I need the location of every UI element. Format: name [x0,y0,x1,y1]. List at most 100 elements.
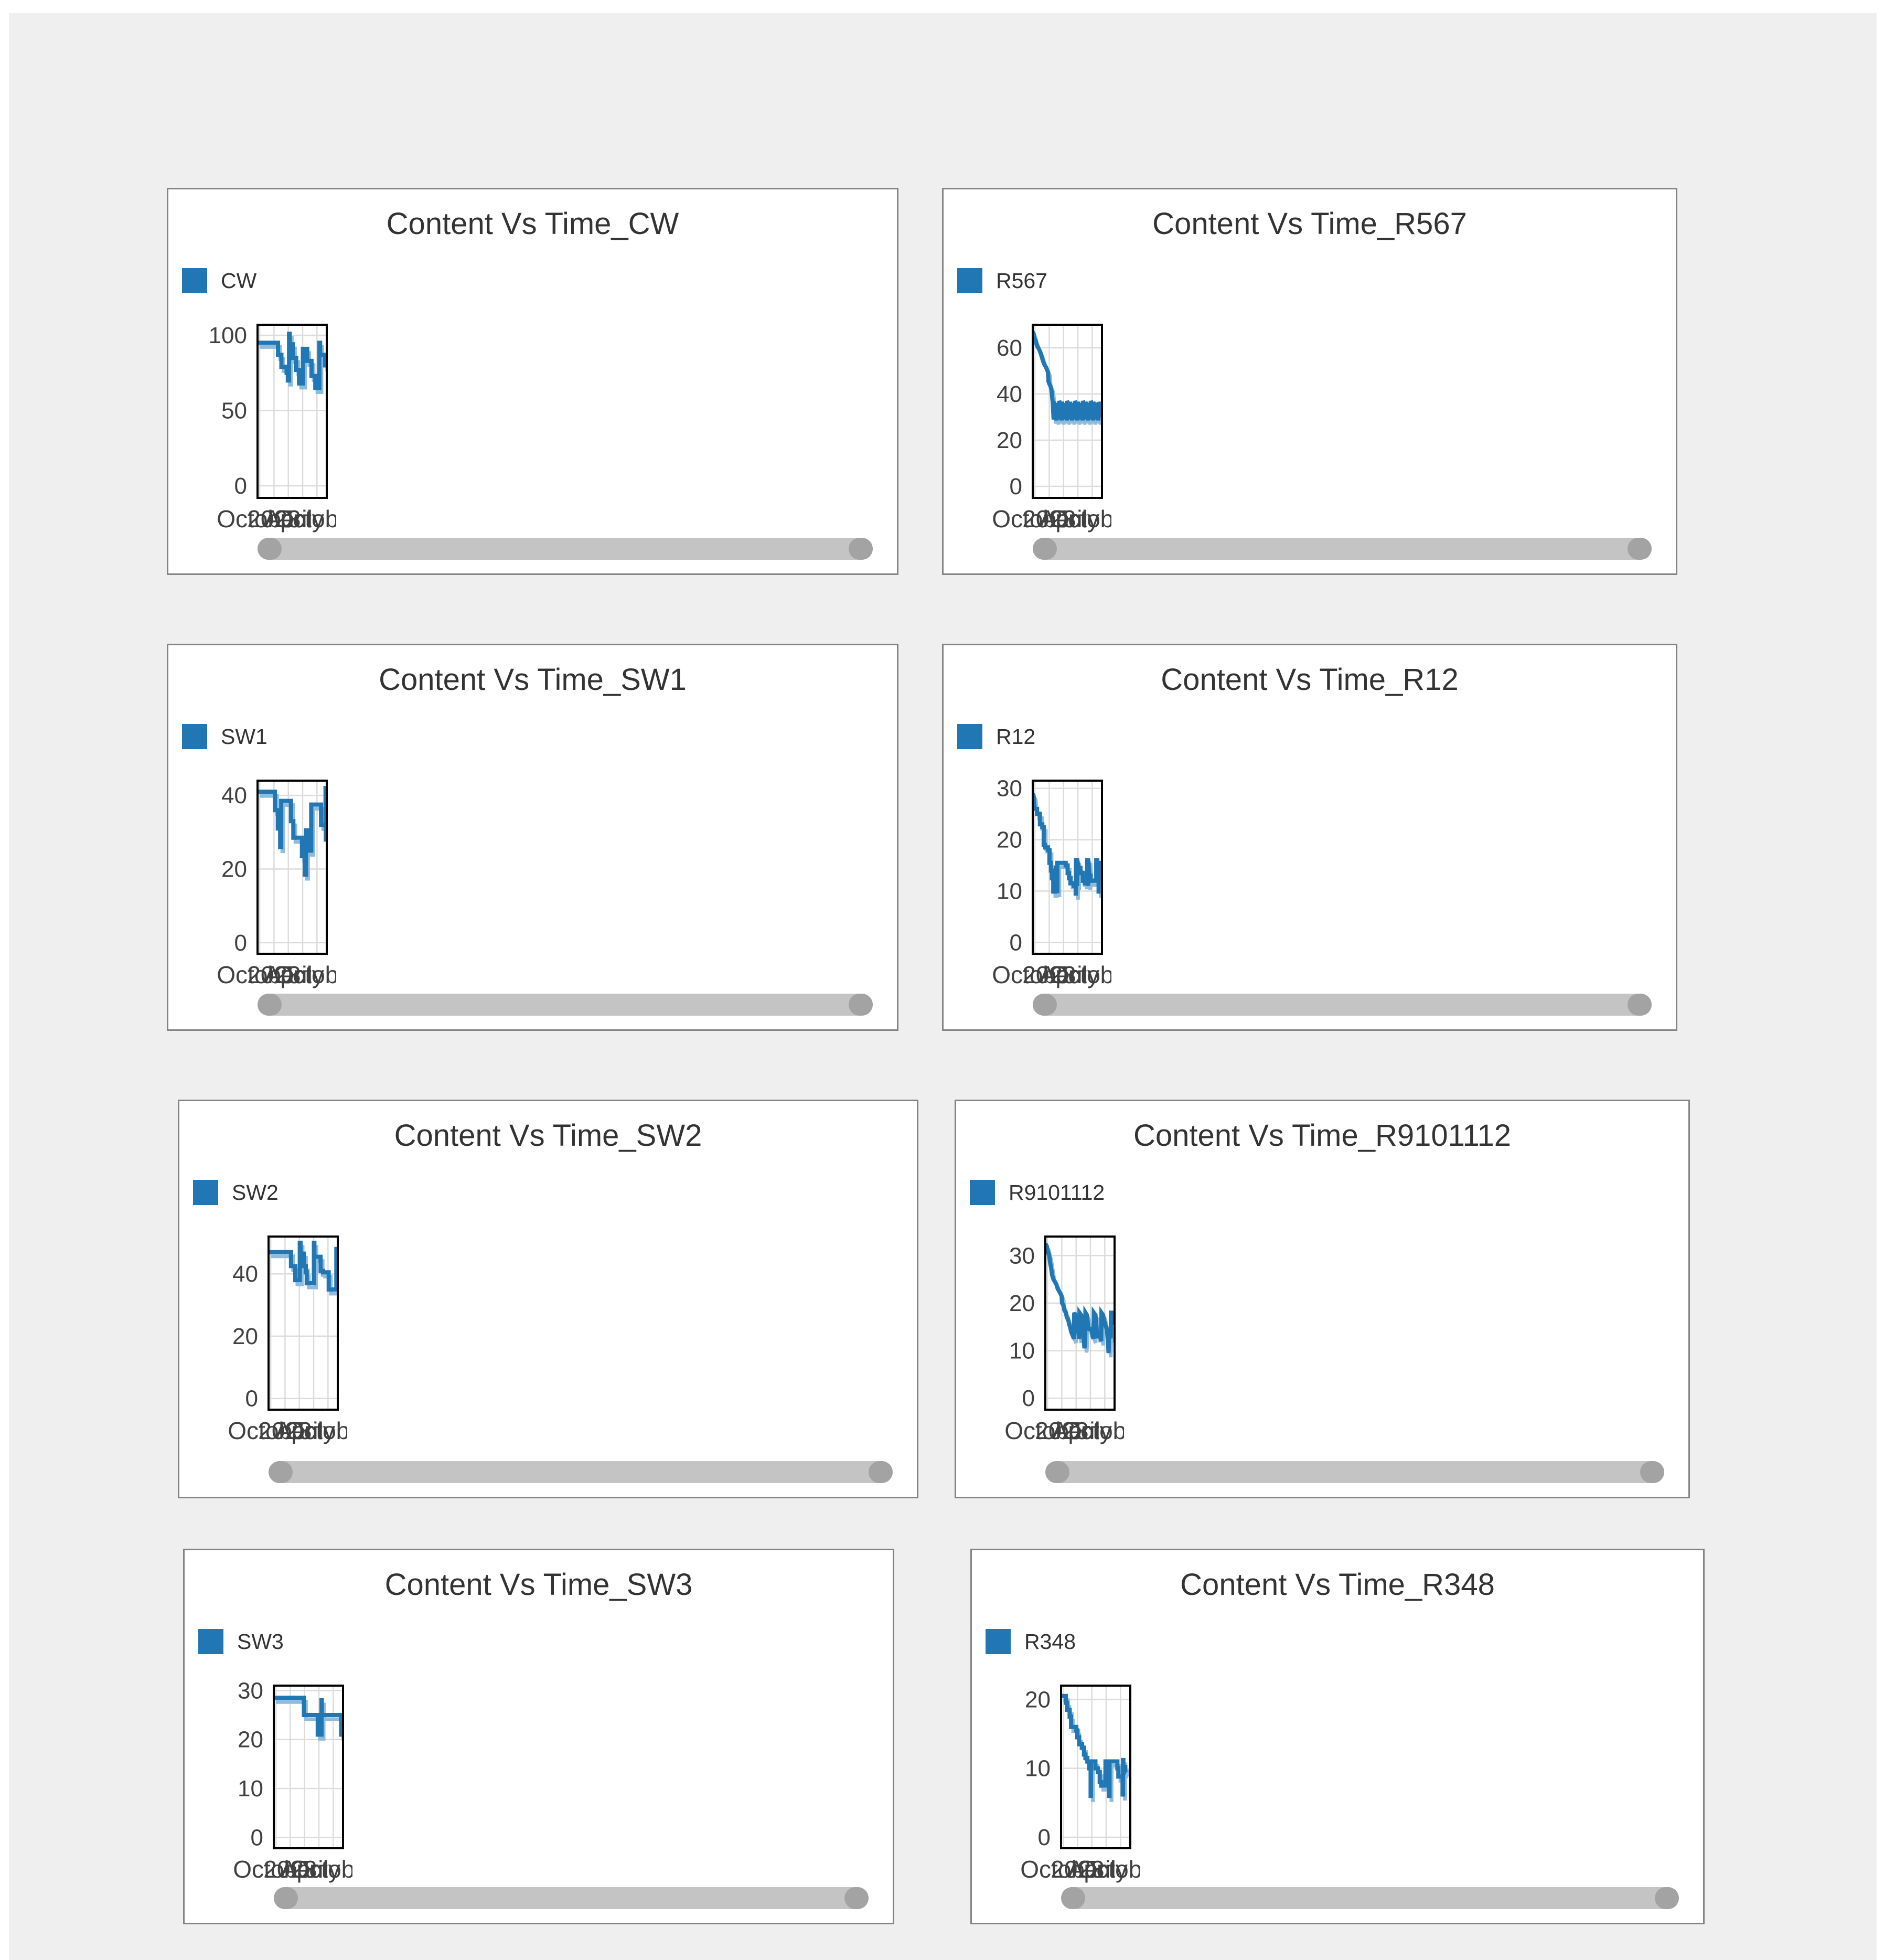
chart-panel-sw1: Content Vs Time_SW1 SW1 0 20 40 October 2023… [167,644,898,1031]
series-line [269,1240,338,1292]
y-tick-label: 0 [251,1825,263,1850]
line-chart-canvas[interactable]: 0 10 20 30 October2023AprilJulyOctober [195,1681,352,1887]
scrollbar-right-cap[interactable] [1640,1461,1664,1483]
legend-item[interactable]: SW1 [182,724,267,749]
chart-panel-r348: Content Vs Time_R348 R348 0 10 20 October 20… [970,1549,1705,1924]
plot-border [273,1685,344,1849]
series-line [1033,793,1102,896]
x-tick-label: April [275,1417,324,1444]
y-tick-label: 10 [1009,1338,1035,1364]
y-tick-label: 20 [238,1727,263,1753]
x-tick-label: October [285,1417,347,1444]
scrollbar-left-cap[interactable] [1033,538,1057,560]
plot-border [256,780,328,955]
x-tick-label: October [274,505,336,532]
scrollbar-right-cap[interactable] [844,1887,869,1909]
y-tick-label: 100 [209,323,247,348]
chart-panel-r567: Content Vs Time_R567 R567 0 20 40 60 October… [942,188,1677,575]
legend-swatch-icon [198,1629,223,1654]
x-tick-label: 2023 [1035,1417,1088,1444]
x-tick-label: October [992,505,1078,532]
scrollbar-left-cap[interactable] [258,994,282,1016]
x-scrollbar[interactable] [258,538,873,560]
line-chart-canvas[interactable]: 0 20 40 60 October2023AprilJulyOctober [954,321,1111,537]
legend-item[interactable]: CW [182,268,256,293]
scrollbar-right-cap[interactable] [849,538,873,560]
x-scrollbar[interactable] [1045,1461,1664,1483]
chart-title: Content Vs Time_SW2 [394,1119,702,1153]
scrollbar-right-cap[interactable] [869,1461,893,1483]
x-scrollbar[interactable] [274,1887,869,1909]
chart-title: Content Vs Time_R12 [1161,663,1459,697]
x-scrollbar[interactable] [258,994,873,1016]
line-chart-canvas[interactable]: 0 10 20 October2023AprilJulyOctober [982,1681,1140,1887]
chart-panel-r9101112: Content Vs Time_R9101112 R9101112 0 10 20 3… [955,1100,1690,1498]
legend-item[interactable]: R12 [957,724,1035,749]
plot-border [1060,1685,1131,1849]
x-scrollbar[interactable] [1061,1887,1679,1909]
x-tick-label: July [281,961,324,988]
legend-item[interactable]: SW2 [193,1180,279,1205]
line-chart-canvas[interactable]: 0 20 40 October2023AprilJulyOctober [190,1232,347,1448]
y-tick-label: 0 [1022,1386,1035,1411]
scrollbar-right-cap[interactable] [1655,1887,1679,1909]
scrollbar-left-cap[interactable] [258,538,282,560]
x-tick-label: April [1040,505,1088,532]
y-tick-label: 20 [1025,1687,1051,1712]
scrollbar-left-cap[interactable] [1045,1461,1069,1483]
legend-item[interactable]: R348 [986,1629,1076,1654]
scrollbar-right-cap[interactable] [1628,538,1652,560]
x-scrollbar[interactable] [1033,538,1652,560]
y-tick-label: 30 [1009,1243,1035,1269]
scrollbar-right-cap[interactable] [1628,994,1652,1016]
scrollbar-left-cap[interactable] [269,1461,293,1483]
line-chart-canvas[interactable]: 0 50 100 October2023AprilJulyOctober [179,321,336,537]
scrollbar-right-cap[interactable] [849,994,873,1016]
x-tick-label: 2023 [263,1856,317,1883]
x-tick-label: 2023 [247,961,301,988]
x-tick-label: July [1085,1856,1128,1883]
x-tick-label: October [1050,505,1111,532]
chart-title: Content Vs Time_R9101112 [1133,1119,1512,1153]
y-tick-label: 10 [1025,1756,1051,1782]
y-tick-label: 40 [232,1261,258,1287]
line-chart-canvas[interactable]: 0 20 40 October2023AprilJulyOctober [179,776,336,993]
line-chart-canvas[interactable]: 0 10 20 30 October2023AprilJulyOctober [954,776,1111,993]
x-tick-label: July [292,1417,335,1444]
chart-title: Content Vs Time_R348 [1180,1568,1495,1602]
x-tick-label: October [1020,1856,1106,1883]
chart-title: Content Vs Time_R567 [1152,207,1467,241]
legend-label: R9101112 [1009,1180,1105,1205]
x-tick-label: 2023 [258,1417,312,1444]
series-line [1045,1242,1115,1354]
x-tick-label: 2023 [1051,1856,1104,1883]
x-scrollbar[interactable] [269,1461,893,1483]
legend-item[interactable]: R567 [957,268,1047,293]
plot-border [267,1235,339,1411]
y-tick-label: 20 [997,827,1022,853]
x-tick-label: April [264,505,313,532]
x-tick-label: October [233,1856,319,1883]
scrollbar-left-cap[interactable] [274,1887,298,1909]
series-line [1061,1693,1128,1798]
legend-item[interactable]: SW3 [198,1629,284,1654]
scrollbar-left-cap[interactable] [1061,1887,1085,1909]
line-chart-canvas[interactable]: 0 10 20 30 October2023AprilJulyOctober [967,1232,1124,1448]
y-tick-label: 50 [221,398,247,424]
y-tick-label: 20 [232,1324,258,1349]
chart-panel-sw2: Content Vs Time_SW2 SW2 0 20 40 October 2023… [178,1100,918,1498]
legend-item[interactable]: R9101112 [970,1180,1105,1205]
scrollbar-left-cap[interactable] [1033,994,1057,1016]
legend-label: R567 [996,268,1048,293]
x-tick-label: October [217,505,303,532]
y-tick-label: 0 [1038,1825,1051,1850]
x-scrollbar[interactable] [1033,994,1652,1016]
x-tick-label: October [992,961,1078,988]
x-tick-label: July [1056,505,1099,532]
x-tick-label: October [274,961,336,988]
series-line [274,1696,343,1737]
x-tick-label: 2023 [1022,961,1076,988]
x-tick-label: October [228,1417,314,1444]
x-tick-label: October [1078,1856,1140,1883]
